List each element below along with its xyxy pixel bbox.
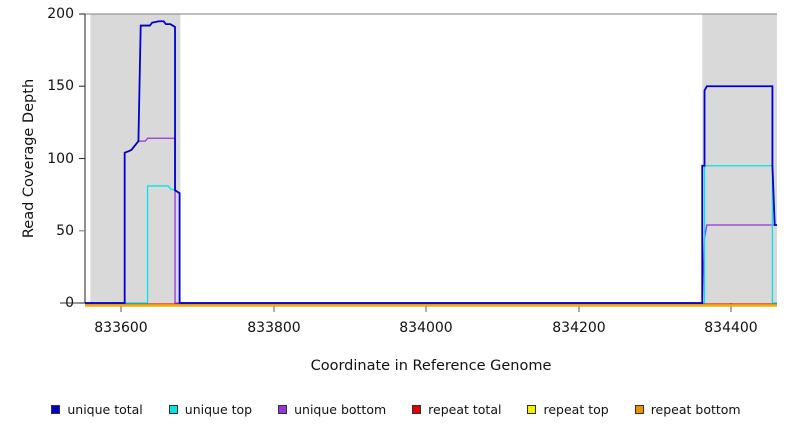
shaded-regions-layer xyxy=(90,14,777,303)
series-layer xyxy=(85,20,777,307)
legend-item-unique-bottom[interactable]: unique bottom xyxy=(278,402,386,417)
y-tick-label-100: 100 xyxy=(47,151,74,167)
legend-swatch-icon-repeat-total xyxy=(412,404,422,414)
legend-item-unique-total[interactable]: unique total xyxy=(51,401,143,417)
x-axis-title: Coordinate in Reference Genome xyxy=(310,358,552,374)
y-tick-label-50: 50 xyxy=(56,223,74,239)
legend-label-unique-bottom: unique bottom xyxy=(294,401,387,417)
legend-label-repeat-bottom: repeat bottom xyxy=(650,401,741,417)
legend-swatch-icon-unique-total xyxy=(51,404,61,414)
legend-item-repeat-top[interactable]: repeat top xyxy=(527,401,609,417)
chart-legend: unique total unique top unique bottom re… xyxy=(0,398,792,420)
legend-label-repeat-top: repeat top xyxy=(543,401,609,417)
shaded-region-right-repeat-region xyxy=(702,14,777,303)
legend-swatch-icon-unique-top xyxy=(168,404,178,414)
legend-label-repeat-total: repeat total xyxy=(428,401,502,417)
x-tick-label-833600: 833600 xyxy=(94,320,148,336)
x-tick-label-834200: 834200 xyxy=(552,320,606,336)
legend-label-unique-total: unique total xyxy=(67,401,143,417)
y-tick-label-200: 200 xyxy=(47,6,74,22)
y-tick-label-150: 150 xyxy=(47,78,74,94)
legend-swatch-icon-unique-bottom xyxy=(278,404,288,414)
legend-item-repeat-total[interactable]: repeat total xyxy=(412,402,501,417)
series-line-unique-bottom xyxy=(85,137,777,304)
x-tick-label-833800: 833800 xyxy=(247,320,301,336)
legend-label-unique-top: unique top xyxy=(184,401,253,417)
shaded-region-left-repeat-region xyxy=(90,14,181,303)
legend-swatch-icon-repeat-bottom xyxy=(634,404,644,414)
legend-item-unique-top[interactable]: unique top xyxy=(168,401,253,417)
x-tick-label-834400: 834400 xyxy=(704,320,758,336)
legend-item-repeat-bottom[interactable]: repeat bottom xyxy=(634,401,741,417)
legend-swatch-icon-repeat-top xyxy=(527,404,537,414)
series-line-unique-top xyxy=(85,165,777,304)
series-line-unique-total xyxy=(85,20,777,304)
x-tick-label-834000: 834000 xyxy=(399,320,453,336)
